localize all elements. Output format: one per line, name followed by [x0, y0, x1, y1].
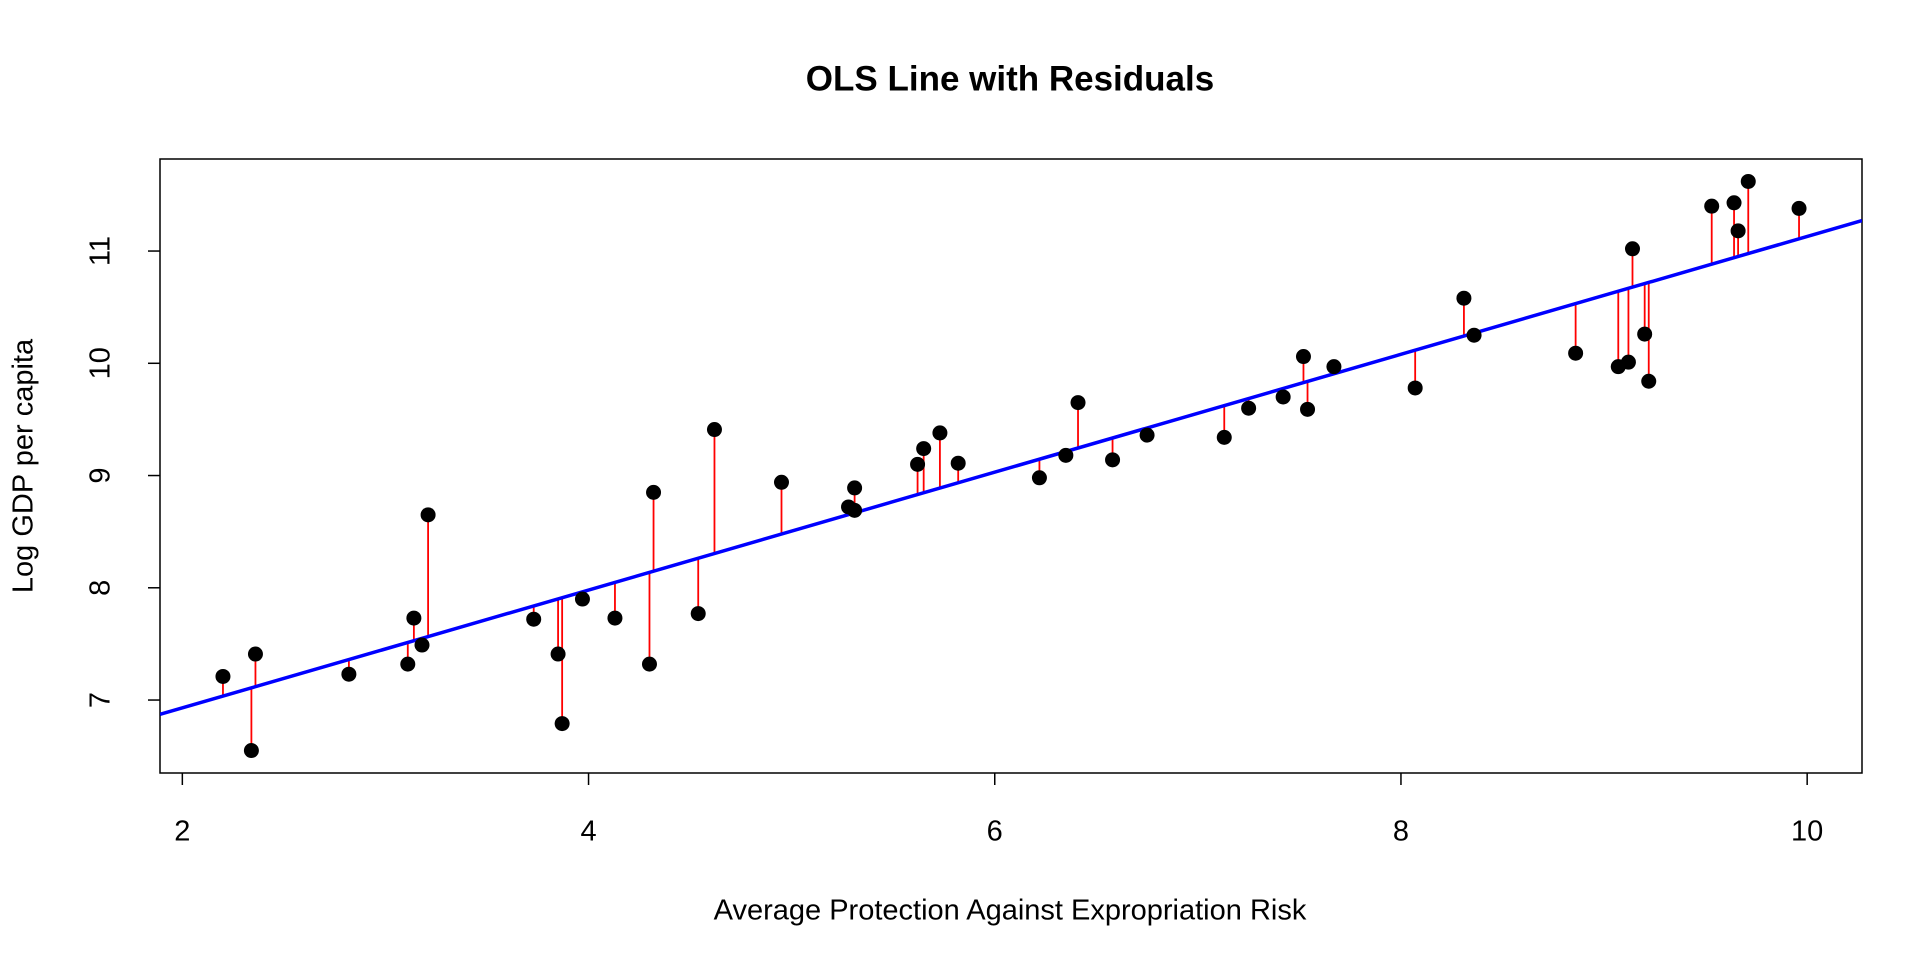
plot-frame: [159, 158, 1863, 774]
y-tick-label: 7: [85, 692, 117, 708]
point: [1568, 345, 1584, 361]
point: [420, 507, 436, 523]
point: [1704, 198, 1720, 214]
point: [414, 637, 430, 653]
point: [1105, 452, 1121, 468]
point: [1641, 373, 1657, 389]
point: [1070, 395, 1086, 411]
point: [574, 591, 590, 607]
ols-line: [160, 218, 1862, 717]
point: [910, 456, 926, 472]
point: [247, 646, 263, 662]
point: [646, 484, 662, 500]
point: [1624, 241, 1640, 257]
point: [641, 656, 657, 672]
y-tick-label: 10: [85, 347, 117, 379]
y-tick-label: 8: [85, 580, 117, 596]
x-tick-label: 8: [1393, 816, 1409, 848]
point: [1407, 380, 1423, 396]
x-tick-label: 4: [580, 816, 596, 848]
point: [1241, 400, 1257, 416]
y-tick-label: 11: [85, 236, 117, 266]
point: [400, 656, 416, 672]
point: [1275, 389, 1291, 405]
point: [1730, 223, 1746, 239]
point: [1466, 327, 1482, 343]
x-tick-label: 10: [1791, 816, 1823, 848]
point: [690, 606, 706, 622]
point: [526, 611, 542, 627]
point: [1791, 200, 1807, 216]
x-axis-label: Average Protection Against Expropriation…: [714, 895, 1307, 927]
point: [847, 480, 863, 496]
point: [773, 474, 789, 490]
point: [1620, 354, 1636, 370]
point: [550, 646, 566, 662]
point: [215, 668, 231, 684]
point: [406, 610, 422, 626]
y-tick-label: 9: [85, 467, 117, 483]
x-tick-label: 2: [174, 816, 190, 848]
point: [1295, 349, 1311, 365]
point: [1726, 195, 1742, 211]
point: [847, 502, 863, 518]
point: [1031, 470, 1047, 486]
point: [243, 743, 259, 759]
point: [1216, 429, 1232, 445]
point: [932, 425, 948, 441]
point: [554, 716, 570, 732]
point: [1637, 326, 1653, 342]
point: [1740, 173, 1756, 189]
point: [950, 455, 966, 471]
point: [706, 422, 722, 438]
point: [341, 666, 357, 682]
point: [607, 610, 623, 626]
chart-title: OLS Line with Residuals: [806, 59, 1214, 98]
point: [1300, 401, 1316, 417]
point: [1456, 290, 1472, 306]
point: [1326, 359, 1342, 375]
y-axis-label: Log GDP per capita: [8, 338, 40, 593]
point: [1139, 427, 1155, 443]
point: [916, 441, 932, 457]
point: [1058, 447, 1074, 463]
x-tick-label: 6: [987, 816, 1003, 848]
